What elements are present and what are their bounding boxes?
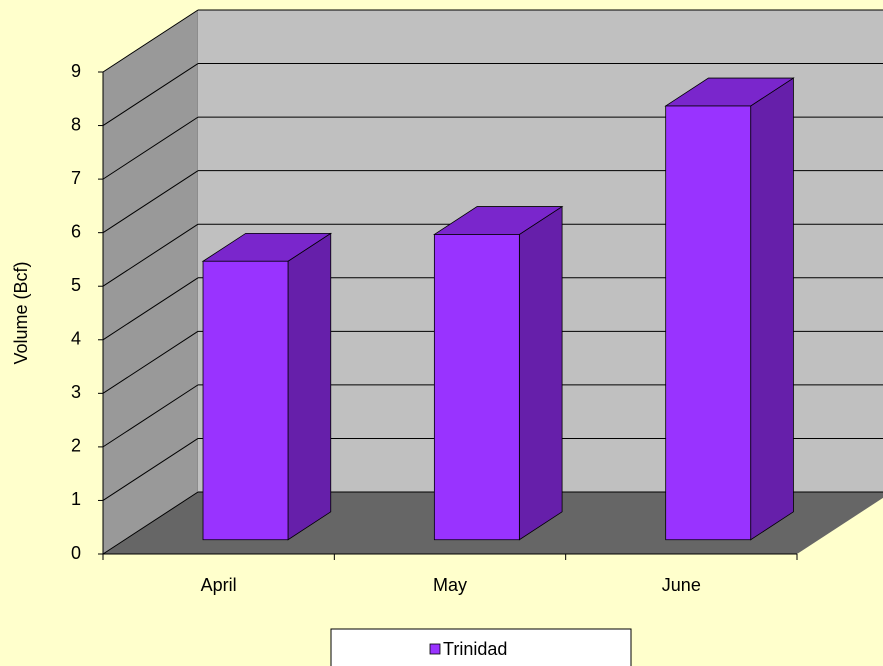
grid-line xyxy=(102,491,199,555)
bar-side xyxy=(518,205,563,541)
y-tick-label: 3 xyxy=(71,382,81,402)
bar xyxy=(433,234,520,541)
y-tick-label: 9 xyxy=(71,61,81,81)
y-tick-label: 7 xyxy=(71,168,81,188)
y-tick-label: 4 xyxy=(71,329,81,349)
grid-line xyxy=(102,170,199,234)
x-tick-label: June xyxy=(662,575,701,595)
bar-side xyxy=(750,77,794,541)
x-tick-label: May xyxy=(433,575,467,595)
left-wall xyxy=(102,9,199,555)
grid-line xyxy=(102,384,199,448)
y-tick-label: 0 xyxy=(71,543,81,563)
grid-line xyxy=(102,277,199,341)
y-tick-label: 5 xyxy=(71,275,81,295)
grid-line xyxy=(102,63,199,126)
bar-side xyxy=(287,232,332,541)
y-axis-label: Volume (Bcf) xyxy=(11,261,31,364)
y-tick-label: 8 xyxy=(71,114,81,134)
legend: Trinidad xyxy=(330,628,632,666)
y-tick-label: 1 xyxy=(71,489,81,509)
grid-line xyxy=(102,116,199,180)
bar xyxy=(665,105,752,541)
grid-line xyxy=(102,223,199,287)
bar xyxy=(202,260,289,541)
y-tick-label: 6 xyxy=(71,221,81,241)
legend-swatch xyxy=(429,643,441,655)
grid-line xyxy=(102,330,199,394)
y-tick-label: 2 xyxy=(71,436,81,456)
legend-label: Trinidad xyxy=(443,639,507,659)
x-tick-label: April xyxy=(201,575,237,595)
grid-line xyxy=(102,9,199,73)
grid-line xyxy=(102,438,199,501)
legend-box xyxy=(330,628,632,666)
